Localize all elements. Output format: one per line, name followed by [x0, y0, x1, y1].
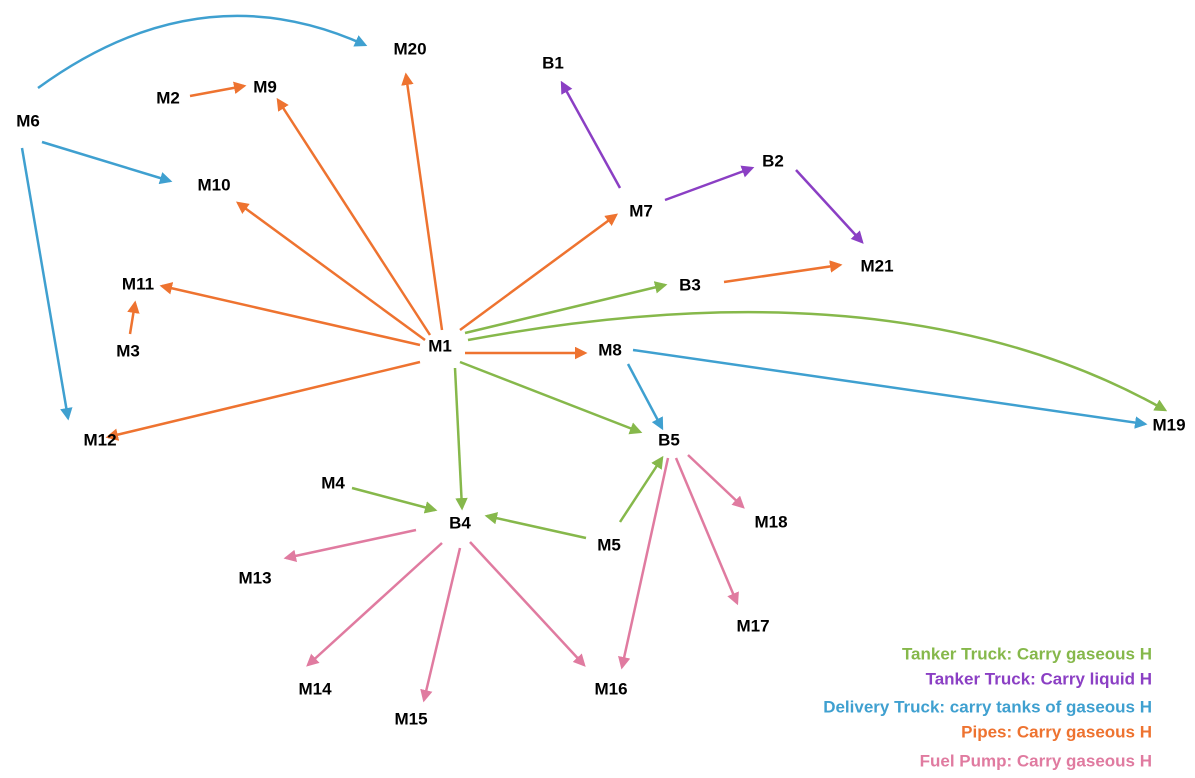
legend-entry: Tanker Truck: Carry gaseous H — [902, 644, 1152, 663]
node-label: M14 — [298, 679, 332, 698]
node-label: M13 — [238, 568, 271, 587]
node-label: M2 — [156, 88, 180, 107]
edge — [626, 363, 664, 431]
node-label: M12 — [83, 430, 116, 449]
edge — [41, 140, 173, 185]
edge — [469, 541, 586, 667]
edge — [283, 528, 417, 563]
node-label: M21 — [860, 256, 893, 275]
edge — [20, 147, 73, 421]
edge — [189, 81, 247, 98]
node-label: M5 — [597, 535, 621, 554]
edge — [723, 260, 843, 284]
node-label: M18 — [754, 512, 787, 531]
edge — [560, 80, 622, 189]
node-label: M17 — [736, 616, 769, 635]
edge — [127, 300, 140, 335]
edge — [467, 310, 1168, 412]
edge — [453, 367, 468, 511]
edge — [795, 169, 864, 244]
legend-entry: Pipes: Carry gaseous H — [961, 722, 1152, 741]
legend-entry: Tanker Truck: Carry liquid H — [926, 669, 1152, 688]
legend-entry: Delivery Truck: carry tanks of gaseous H — [823, 697, 1152, 716]
edge — [276, 97, 432, 336]
node-label: M11 — [122, 274, 154, 293]
edge — [618, 455, 664, 523]
legend-entry: Fuel Pump: Carry gaseous H — [920, 751, 1152, 770]
edge — [105, 360, 421, 441]
node-label: M20 — [393, 39, 426, 58]
edge — [459, 213, 619, 332]
node-label: B1 — [542, 53, 564, 72]
edge — [401, 72, 444, 331]
node-label: M19 — [1152, 415, 1185, 434]
node-label: M8 — [598, 340, 622, 359]
edge — [459, 360, 643, 435]
edge — [37, 14, 368, 90]
node-label: M7 — [629, 201, 653, 220]
edge — [159, 282, 421, 347]
node-label: B3 — [679, 275, 701, 294]
edge — [664, 165, 755, 202]
edge — [674, 457, 739, 606]
edge — [484, 512, 587, 540]
edge — [306, 542, 443, 667]
node-label: M15 — [394, 709, 427, 728]
node-label: B4 — [449, 513, 471, 532]
node-label: M10 — [197, 175, 230, 194]
edge — [687, 454, 745, 509]
node-label: M1 — [428, 336, 452, 355]
node-label: M9 — [253, 77, 277, 96]
edge — [351, 486, 438, 514]
node-label: M3 — [116, 341, 140, 360]
edge — [464, 281, 668, 335]
node-label: M16 — [594, 679, 627, 698]
edge — [420, 547, 462, 703]
node-label: M6 — [16, 111, 40, 130]
edge — [632, 348, 1148, 429]
edge — [235, 201, 426, 342]
node-label: B5 — [658, 430, 680, 449]
edge — [618, 457, 670, 670]
node-label: M4 — [321, 473, 345, 492]
node-label: B2 — [762, 151, 784, 170]
